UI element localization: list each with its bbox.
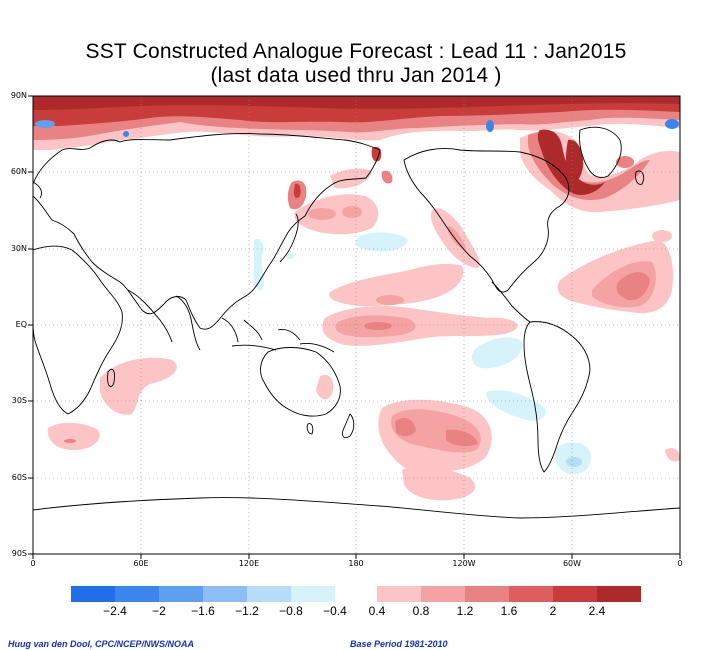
chart-title: SST Constructed Analogue Forecast : Lead… [85, 40, 627, 63]
colorbar-label: −0.8 [279, 604, 303, 618]
lat-label-30s: 30S [11, 396, 27, 405]
lat-label-90s: 90S [11, 549, 27, 558]
colorbar-swatch-neg-1 [115, 586, 159, 602]
indian-ocean-warm-anomaly [47, 357, 680, 462]
colorbar-swatch-pos-2 [465, 586, 509, 602]
graticule [33, 96, 680, 554]
lon-label-120w: 120W [452, 559, 476, 568]
colorbar-label: −2.4 [103, 604, 127, 618]
colorbar-label: −2 [152, 604, 166, 618]
colorbar-swatch-pos-5 [597, 586, 641, 602]
colorbar-label: 1.6 [500, 604, 518, 618]
axis-ticks [28, 95, 681, 559]
arctic-warm-anomaly [33, 96, 680, 150]
lat-label-30n: 30N [10, 244, 27, 253]
colorbar-swatch-neg-3 [203, 586, 247, 602]
colorbar-swatch-neg-4 [247, 586, 291, 602]
lat-label-60s: 60S [11, 473, 27, 482]
chart-subtitle: (last data used thru Jan 2014 ) [210, 64, 502, 87]
lon-label-180: 180 [348, 559, 364, 568]
lat-label-90n: 90N [10, 91, 27, 100]
colorbar-label: 0.8 [412, 604, 430, 618]
north-pacific-warm-anomaly [287, 146, 480, 268]
lat-label-eq: EQ [15, 320, 27, 329]
colorbar-swatch-neg-5 [291, 586, 335, 602]
north-atlantic-warm-anomaly [520, 129, 680, 213]
lon-label-0: 0 [30, 559, 36, 568]
colorbar-label: 2 [549, 604, 557, 618]
colorbar-label: 2.4 [588, 604, 606, 618]
lon-label-0-end: 0 [677, 559, 683, 568]
coastlines [33, 126, 680, 519]
lon-label-60e: 60E [133, 559, 149, 568]
south-pacific-warm-anomaly [378, 399, 492, 501]
colorbar-label: 1.2 [456, 604, 474, 618]
colorbar-swatch-neg-2 [159, 586, 203, 602]
atlantic-subtropical-warm-anomaly [557, 230, 674, 314]
colorbar-swatch-pos-3 [509, 586, 553, 602]
colorbar-label: −0.4 [323, 604, 347, 618]
colorbar-swatch-pos-4 [553, 586, 597, 602]
lat-label-60n: 60N [10, 167, 27, 176]
colorbar-label: −1.6 [191, 604, 215, 618]
tropical-pacific-warm-anomaly [322, 263, 518, 346]
colorbar-swatch-neg-0 [71, 586, 115, 602]
credit-author: Huug van den Dool, CPC/NCEP/NWS/NOAA [8, 639, 195, 649]
lon-label-120e: 120E [238, 559, 260, 568]
colorbar-label: 0.4 [368, 604, 386, 618]
colorbar-swatch-pos-1 [421, 586, 465, 602]
colorbar-label: −1.2 [235, 604, 259, 618]
colorbar-swatch-pos-0 [377, 586, 421, 602]
lon-label-60w: 60W [562, 559, 582, 568]
credit-base-period: Base Period 1981-2010 [350, 639, 448, 649]
